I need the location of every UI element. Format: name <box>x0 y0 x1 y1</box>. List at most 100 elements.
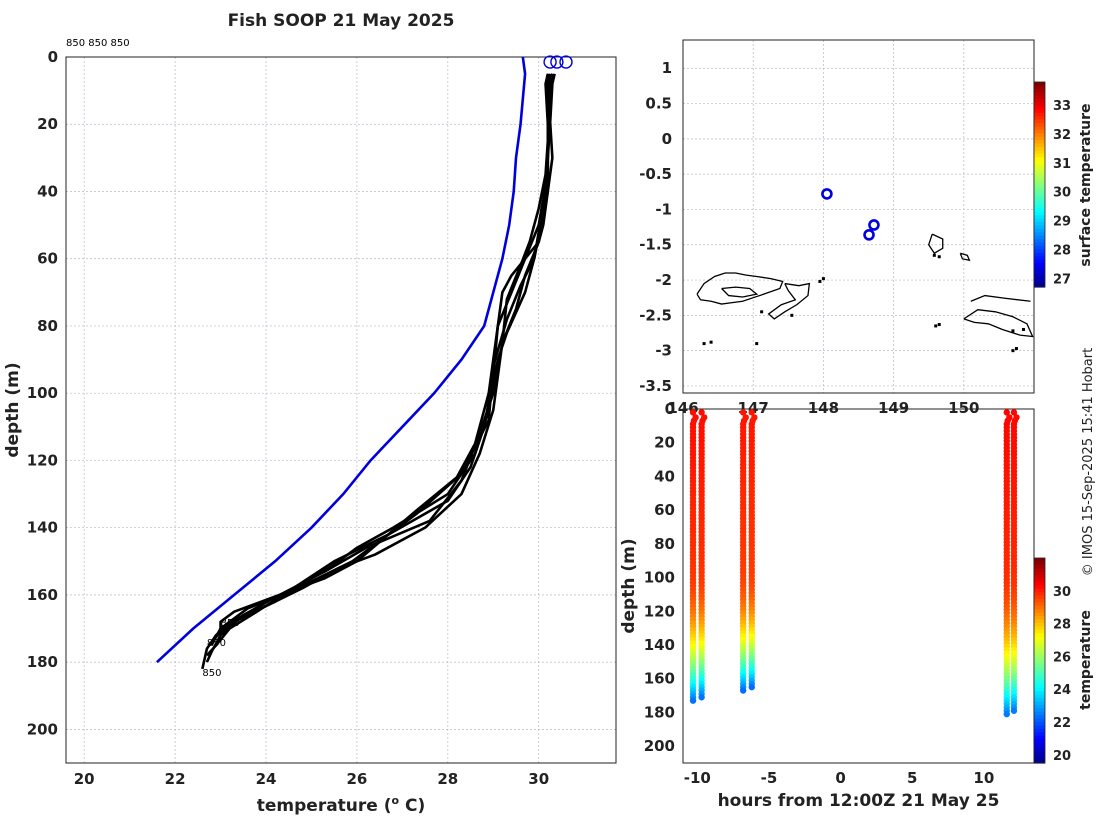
section-colorbar-swatch <box>1034 646 1045 651</box>
section-colorbar-swatch <box>1034 759 1045 764</box>
y-tick-label: 100 <box>27 384 58 402</box>
islet <box>937 255 941 259</box>
section-colorbar-swatch <box>1034 756 1045 761</box>
section-colorbar-swatch <box>1034 619 1045 624</box>
colorbar-frame <box>1033 81 1046 288</box>
temperature-profile-panel: 20 22 24 26 28 30 0 20 40 60 80 100 120 140 160 180 200 t… <box>3 38 617 816</box>
section-colorbar-swatch <box>1034 581 1045 586</box>
coastline <box>970 294 1031 302</box>
section-colorbar-swatch <box>1034 588 1045 593</box>
map-frame <box>682 39 1035 394</box>
section-colorbar-swatch <box>1034 735 1045 740</box>
y-axis-label: depth (m) <box>3 362 23 457</box>
section-colorbar-tick-label: 28 <box>1053 618 1071 633</box>
colorbar-swatch <box>1034 225 1045 230</box>
colorbar-swatch <box>1034 82 1045 87</box>
section-y-tick-label: 60 <box>654 501 675 519</box>
colorbar-swatch <box>1034 160 1045 165</box>
section-colorbar-swatch <box>1034 704 1045 709</box>
colorbar-swatch <box>1034 150 1045 155</box>
section-point <box>698 409 705 416</box>
section-colorbar-swatch <box>1034 674 1045 679</box>
section-y-tick-label: 120 <box>644 602 675 620</box>
map-y-tick-label: -0.5 <box>639 165 672 183</box>
y-tick-label: 160 <box>27 586 58 604</box>
colorbar-swatch <box>1034 256 1045 261</box>
colorbar-swatch <box>1034 92 1045 97</box>
islet <box>1011 349 1015 353</box>
colorbar-swatch <box>1034 187 1045 192</box>
surface-marker <box>543 55 557 69</box>
colorbar-swatch <box>1034 133 1045 138</box>
section-y-tick-label: 160 <box>644 670 675 688</box>
colorbar-swatch <box>1034 105 1045 110</box>
colorbar-swatch <box>1034 228 1045 233</box>
islet <box>821 277 825 281</box>
colorbar-swatch <box>1034 95 1045 100</box>
map-x-tick-label: 148 <box>808 399 839 417</box>
section-colorbar-swatch <box>1034 650 1045 655</box>
surface-marker <box>559 55 573 69</box>
surface-marker <box>550 55 564 69</box>
y-tick-label: 60 <box>37 250 58 268</box>
section-point <box>1003 409 1010 416</box>
islet <box>818 279 822 283</box>
section-point <box>739 409 747 416</box>
y-tick-label: 180 <box>27 653 58 671</box>
section-y-tick-label: 200 <box>644 737 675 755</box>
coastline <box>767 282 811 320</box>
station-marker <box>821 188 833 200</box>
colorbar-swatch <box>1034 191 1045 196</box>
colorbar-swatch <box>1034 242 1045 247</box>
section-y-tick-label: 0 <box>665 400 675 418</box>
colorbar-swatch <box>1034 146 1045 151</box>
section-colorbar-tick-label: 30 <box>1053 585 1071 600</box>
colorbar-swatch <box>1034 280 1045 285</box>
map-y-tick-label: -1 <box>655 200 672 218</box>
section-colorbar-swatch <box>1034 728 1045 733</box>
section-x-tick-label: 10 <box>973 769 994 787</box>
islet <box>760 310 764 314</box>
colorbar-swatch <box>1034 153 1045 158</box>
section-point <box>689 409 697 416</box>
colorbar-swatch <box>1034 222 1045 227</box>
plot-frame <box>65 56 617 764</box>
section-y-tick-label: 80 <box>654 535 675 553</box>
climatology-line <box>156 56 527 664</box>
section-x-tick-label: -5 <box>761 769 778 787</box>
colorbar-swatch <box>1034 239 1045 244</box>
copyright-note: © IMOS 15-Sep-2025 15:41 Hobart <box>1081 348 1096 576</box>
y-tick-label: 120 <box>27 451 58 469</box>
coastline <box>959 252 971 262</box>
colorbar-swatch <box>1034 232 1045 237</box>
figure-title: Fish SOOP 21 May 2025 <box>228 11 455 31</box>
colorbar-swatch <box>1034 201 1045 206</box>
colorbar-swatch <box>1034 102 1045 107</box>
section-colorbar-swatch <box>1034 691 1045 696</box>
y-tick-label: 200 <box>27 720 58 738</box>
section-point <box>1003 710 1010 718</box>
section-colorbar-swatch <box>1034 660 1045 665</box>
section-point <box>698 694 705 701</box>
islet <box>755 342 759 346</box>
coastline <box>696 272 784 305</box>
section-y-tick-label: 100 <box>644 569 675 587</box>
section-colorbar-swatch <box>1034 602 1045 607</box>
colorbar-swatch <box>1034 129 1045 134</box>
section-colorbar-swatch <box>1034 725 1045 730</box>
time-depth-section-panel: -10 -5 0 5 10020406080100120140160180200hour… <box>619 400 1094 811</box>
colorbar-swatch <box>1034 167 1045 172</box>
section-colorbar-swatch <box>1034 575 1045 580</box>
section-colorbar-swatch <box>1034 670 1045 675</box>
x-tick-label: 20 <box>74 770 95 788</box>
section-colorbar-swatch <box>1034 605 1045 610</box>
colorbar-swatch <box>1034 123 1045 128</box>
section-colorbar-swatch <box>1034 626 1045 631</box>
x-tick-label: 22 <box>165 770 186 788</box>
profile-end-label: 850 <box>207 638 226 649</box>
colorbar-swatch <box>1034 112 1045 117</box>
colorbar-swatch <box>1034 116 1045 121</box>
section-colorbar-label: temperature <box>1078 610 1094 710</box>
colorbar-swatch <box>1034 177 1045 182</box>
